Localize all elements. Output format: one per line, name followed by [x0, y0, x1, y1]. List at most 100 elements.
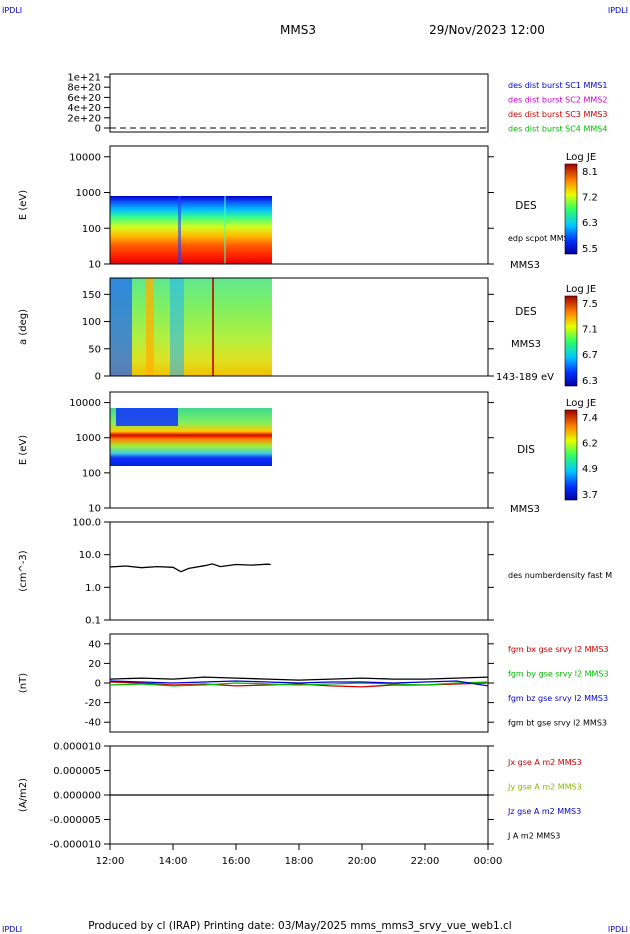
des-energy-ytick-label: 10 [88, 260, 101, 271]
des-energy-colorbar-tick: 8.1 [582, 167, 598, 178]
current-ytick-label: 0.000000 [53, 791, 101, 802]
panel-density: (cm^-3) 100.0 10.0 1.0 0.1 des numberdensit… [18, 518, 612, 627]
time-tick-label: 14:00 [159, 856, 188, 867]
density-ytick-label: 0.1 [85, 616, 101, 627]
magnetic-ylabel: (nT) [18, 673, 29, 693]
des-energy-instrument-label: DES [515, 200, 537, 212]
burst-legend-entry: des dist burst SC3 MMS3 [508, 110, 607, 119]
burst-legend-entry: des dist burst SC4 MMS4 [508, 125, 607, 134]
panel-density-frame [109, 521, 489, 621]
density-legend: des numberdensity fast M [508, 571, 612, 580]
dis-energy-ytick-label: 10000 [69, 398, 101, 409]
corner-label-bottom-right: IPDLI [608, 925, 628, 934]
density-ytick-label: 100.0 [72, 518, 101, 529]
des-pitch-band-4 [212, 278, 214, 376]
current-ytick-label: 0.000005 [53, 766, 101, 777]
des-energy-sc-label: MMS3 [510, 260, 540, 271]
des-pitch-colorbar-tick: 7.5 [582, 299, 598, 310]
panel-des-pitch: a (deg) 150 100 50 0 DES MMS3 143-189 eV Lo… [18, 277, 598, 387]
des-energy-ytick-label: 100 [82, 224, 101, 235]
burst-ytick-label: 0 [95, 124, 101, 135]
current-ytick-label: -0.000010 [50, 840, 101, 851]
des-energy-scpot-label: edp scpot MMS3 [508, 234, 574, 243]
panel-current-density: (A/m2) 0.000010 0.000005 0.000000 -0.000005… [18, 742, 582, 851]
spacecraft-title: MMS3 [280, 23, 316, 37]
des-energy-ytick-label: 10000 [69, 152, 101, 163]
time-tick-label: 00:00 [474, 856, 503, 867]
magnetic-ytick-label: 0 [95, 679, 101, 690]
des-energy-dip-1 [178, 196, 181, 264]
burst-ytick-label: 1e+21 [67, 73, 101, 84]
time-tick-label: 16:00 [222, 856, 251, 867]
des-energy-ytick-label: 1000 [76, 188, 101, 199]
time-tick-label: 22:00 [411, 856, 440, 867]
dis-energy-ytick-label: 100 [82, 468, 101, 479]
des-pitch-colorbar-tick: 6.7 [582, 350, 598, 361]
datetime-title: 29/Nov/2023 12:00 [429, 23, 545, 37]
burst-ytick-label: 4e+20 [67, 103, 101, 114]
dis-energy-colorbar-tick: 6.2 [582, 439, 598, 450]
des-pitch-band-2 [146, 278, 154, 376]
density-ytick-label: 1.0 [85, 583, 101, 594]
des-energy-colorbar-tick: 6.3 [582, 218, 598, 229]
footer-text: Produced by cl (IRAP) Printing date: 03/… [88, 920, 511, 932]
burst-ytick-label: 2e+20 [67, 113, 101, 124]
time-tick-label: 12:00 [96, 856, 125, 867]
dis-energy-ytick-label: 1000 [76, 433, 101, 444]
dis-energy-colorbar-title: Log JE [566, 398, 596, 409]
density-ylabel: (cm^-3) [18, 550, 29, 591]
des-pitch-instrument-label: DES [515, 306, 537, 318]
magnetic-legend-entry: fgm bz gse srvy l2 MMS3 [508, 694, 608, 703]
des-pitch-spectrogram [110, 278, 272, 376]
des-energy-colorbar [564, 163, 578, 255]
burst-ytick-label: 8e+20 [67, 83, 101, 94]
magnetic-series-line [109, 680, 489, 687]
des-pitch-ytick-label: 50 [88, 344, 101, 355]
time-axis: 12:00 14:00 16:00 18:00 20:00 22:00 00:00 [96, 844, 503, 867]
time-tick-label: 20:00 [348, 856, 377, 867]
magnetic-legend-entry: fgm bx gse srvy l2 MMS3 [508, 645, 609, 654]
current-legend-entry: Jz gse A m2 MMS3 [507, 807, 581, 816]
panel-des-energy-frame [109, 145, 489, 265]
burst-legend-entry: des dist burst SC1 MMS1 [508, 81, 607, 90]
burst-legend-entry: des dist burst SC2 MMS2 [508, 96, 607, 105]
des-pitch-colorbar-title: Log JE [566, 284, 596, 295]
dis-energy-sc-label: MMS3 [510, 504, 540, 515]
density-series-line [109, 563, 271, 573]
dis-energy-ytick-label: 10 [88, 504, 101, 515]
dis-energy-colorbar-tick: 3.7 [582, 490, 598, 501]
current-ytick-label: 0.000010 [53, 742, 101, 753]
corner-label-bottom-left: IPDLI [2, 925, 22, 934]
panel-des-energy: E (eV) 10000 1000 100 10 DES edp scpot MMS3… [18, 145, 598, 271]
dis-energy-colorbar [564, 409, 578, 501]
des-pitch-ytick-label: 150 [82, 290, 101, 301]
panel-dis-energy: E (eV) 10000 1000 100 10 DIS MMS3 Log JE 7.4… [18, 391, 598, 515]
des-pitch-energy-range: 143-189 eV [496, 372, 554, 383]
des-energy-colorbar-tick: 5.5 [582, 244, 598, 255]
des-energy-colorbar-tick: 7.2 [582, 193, 598, 204]
density-ytick-label: 10.0 [79, 550, 101, 561]
dis-energy-ylabel: E (eV) [18, 435, 29, 465]
dis-energy-colorbar-tick: 4.9 [582, 464, 598, 475]
magnetic-series-line [109, 681, 489, 687]
magnetic-series-line [109, 676, 489, 681]
magnetic-ytick-label: 20 [88, 659, 101, 670]
des-pitch-sc-label: MMS3 [511, 339, 541, 350]
des-pitch-colorbar [564, 295, 578, 387]
current-legend-entry: Jx gse A m2 MMS3 [507, 758, 582, 767]
des-energy-ylabel: E (eV) [18, 190, 29, 220]
time-tick-label: 18:00 [285, 856, 314, 867]
magnetic-ytick-label: -20 [85, 698, 101, 709]
des-pitch-ytick-label: 0 [95, 372, 101, 383]
des-energy-spectrogram [110, 196, 272, 264]
des-pitch-ytick-label: 100 [82, 317, 101, 328]
current-ylabel: (A/m2) [18, 778, 29, 812]
des-energy-colorbar-title: Log JE [566, 152, 596, 163]
burst-ytick-label: 6e+20 [67, 93, 101, 104]
magnetic-legend-entry: fgm by gse srvy l2 MMS3 [508, 670, 609, 679]
des-pitch-colorbar-tick: 6.3 [582, 376, 598, 387]
des-pitch-band-3 [170, 278, 184, 376]
panel-magnetic-field: (nT) 40 20 0 -20 -40 fgm bx gse srvy l2 MMS3… [18, 633, 609, 733]
